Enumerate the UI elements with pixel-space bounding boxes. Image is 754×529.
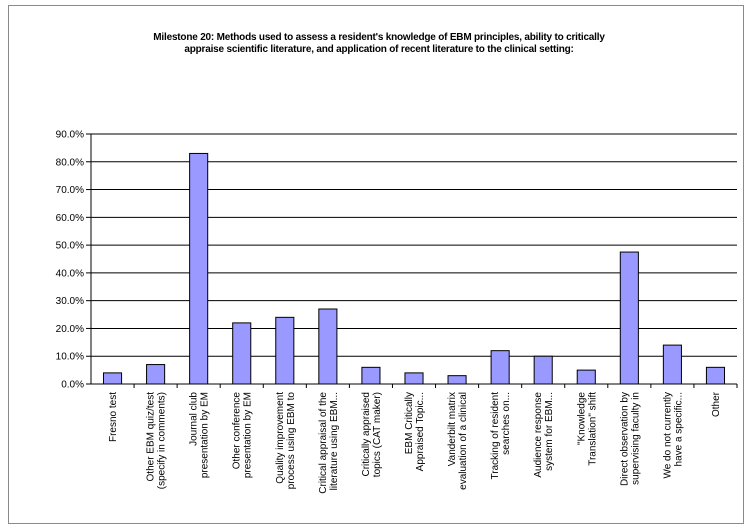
y-tick-label: 50.0% <box>56 241 84 252</box>
x-category-label: topics (CAT maker) <box>372 392 383 477</box>
chart-title: Milestone 20: Methods used to assess a r… <box>69 32 689 56</box>
x-category-label: EBM Critically <box>404 392 415 454</box>
bar <box>275 316 295 385</box>
axes <box>86 133 738 388</box>
bar <box>404 372 424 385</box>
x-category-label: Fresno test <box>108 392 119 442</box>
y-tick-labels: 0.0% 10.0% 20.0% 30.0% 40.0% 50.0% 60.0% 70.0% 8… <box>56 130 84 391</box>
y-tick-label: 30.0% <box>56 296 84 307</box>
bar <box>576 369 596 385</box>
bar <box>232 322 252 385</box>
x-category-label: Audience response <box>533 392 544 478</box>
chart-frame: Milestone 20: Methods used to assess a r… <box>8 5 744 524</box>
chart-title-line-2: appraise scientific literature, and appl… <box>184 44 574 55</box>
y-tick-label: 70.0% <box>56 185 84 196</box>
y-tick-label: 40.0% <box>56 268 84 279</box>
bar <box>146 364 166 385</box>
x-category-label: Vanderbilt matrix <box>447 392 458 466</box>
x-category-label: evaluation of a clinical <box>458 392 469 490</box>
y-tick-label: 60.0% <box>56 213 84 224</box>
bar <box>447 375 467 385</box>
x-category-label: supervising faculty in <box>630 392 641 485</box>
chart-title-line-1: Milestone 20: Methods used to assess a r… <box>153 32 605 43</box>
x-category-label: presentation by EM <box>200 392 211 478</box>
bar <box>619 251 639 385</box>
bar <box>490 350 510 385</box>
y-tick-label: 10.0% <box>56 352 84 363</box>
x-category-label: Translation" shift <box>587 392 598 466</box>
bars <box>102 152 726 385</box>
x-category-label: literature using EBM... <box>329 392 340 490</box>
y-tick-label: 0.0% <box>61 380 84 391</box>
bar <box>662 344 682 385</box>
x-category-label: (specify in comments) <box>157 392 168 489</box>
bar <box>318 308 338 385</box>
x-category-label: system for EBM... <box>544 392 555 471</box>
bar <box>705 366 726 385</box>
x-category-label: searches on... <box>501 392 512 455</box>
x-category-label: We do not currently <box>662 392 673 479</box>
x-category-label: process using EBM to <box>286 392 297 490</box>
x-category-label: Tracking of resident <box>490 392 501 480</box>
x-category-label: Quality improvement <box>275 392 286 484</box>
bar <box>533 355 553 385</box>
x-category-label: have a specific... <box>673 392 684 466</box>
x-category-label: presentation by EM <box>243 392 254 478</box>
x-category-label: "Knowledge <box>576 392 587 445</box>
bar <box>102 372 123 385</box>
x-category-label: Appraised Topic... <box>415 392 426 471</box>
x-category-label: Journal club <box>189 392 200 446</box>
bar-chart: 0.0% 10.0% 20.0% 30.0% 40.0% 50.0% 60.0% 70.0% 8… <box>56 130 738 494</box>
x-category-label: Critical appraisal of the <box>318 392 329 494</box>
x-category-label: Direct observation by <box>619 392 630 486</box>
bar <box>361 366 381 385</box>
y-tick-label: 20.0% <box>56 324 84 335</box>
x-category-label: Other conference <box>232 392 243 470</box>
x-category-label: Other EBM quiz/test <box>146 392 157 482</box>
y-tick-label: 90.0% <box>56 130 84 141</box>
y-tick-label: 80.0% <box>56 157 84 168</box>
x-category-labels: Fresno test Other EBM quiz/test (specify i… <box>108 391 722 493</box>
grid-lines <box>91 133 737 357</box>
x-category-label: Critically appraised <box>361 392 372 476</box>
bar <box>189 152 209 385</box>
x-category-label: Other <box>711 391 722 417</box>
